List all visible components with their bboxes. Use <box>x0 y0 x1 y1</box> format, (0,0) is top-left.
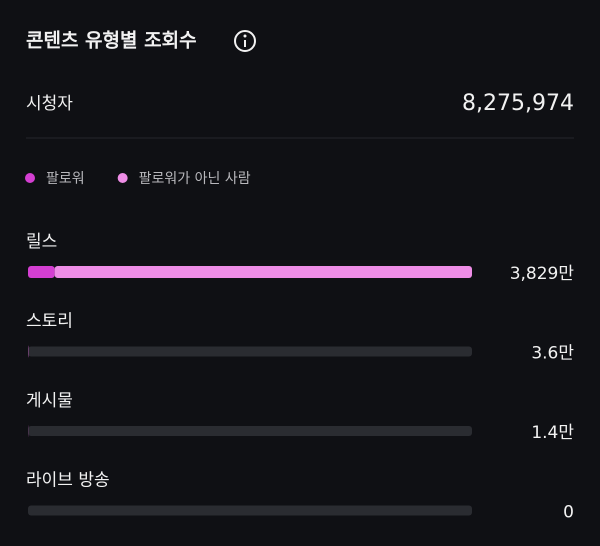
legend-dot <box>25 173 35 183</box>
legend-label: 팔로워 <box>46 171 85 187</box>
legend-dot <box>117 173 128 183</box>
category-label: 라이브 방송 <box>26 471 110 491</box>
value-label: 3.6만 <box>531 344 574 364</box>
metric-label: 시청자 <box>26 94 73 114</box>
category-label: 릴스 <box>26 232 57 252</box>
bar-track <box>28 426 472 436</box>
category-label: 스토리 <box>26 312 73 332</box>
legend-label: 팔로워가 아닌 사람 <box>139 171 251 187</box>
value-label: 1.4만 <box>531 423 574 443</box>
bar-segment <box>54 266 473 278</box>
metric-value: 8,275,974 <box>462 91 574 116</box>
bar-track <box>28 346 472 357</box>
value-label: 0 <box>563 503 574 523</box>
bar-segment <box>28 266 55 278</box>
title: 콘텐츠 유형별 조회수 <box>26 30 197 52</box>
info-icon[interactable] <box>234 30 256 52</box>
bar-track <box>28 505 472 516</box>
value-label: 3,829만 <box>510 264 575 284</box>
category-label: 게시물 <box>26 391 73 411</box>
